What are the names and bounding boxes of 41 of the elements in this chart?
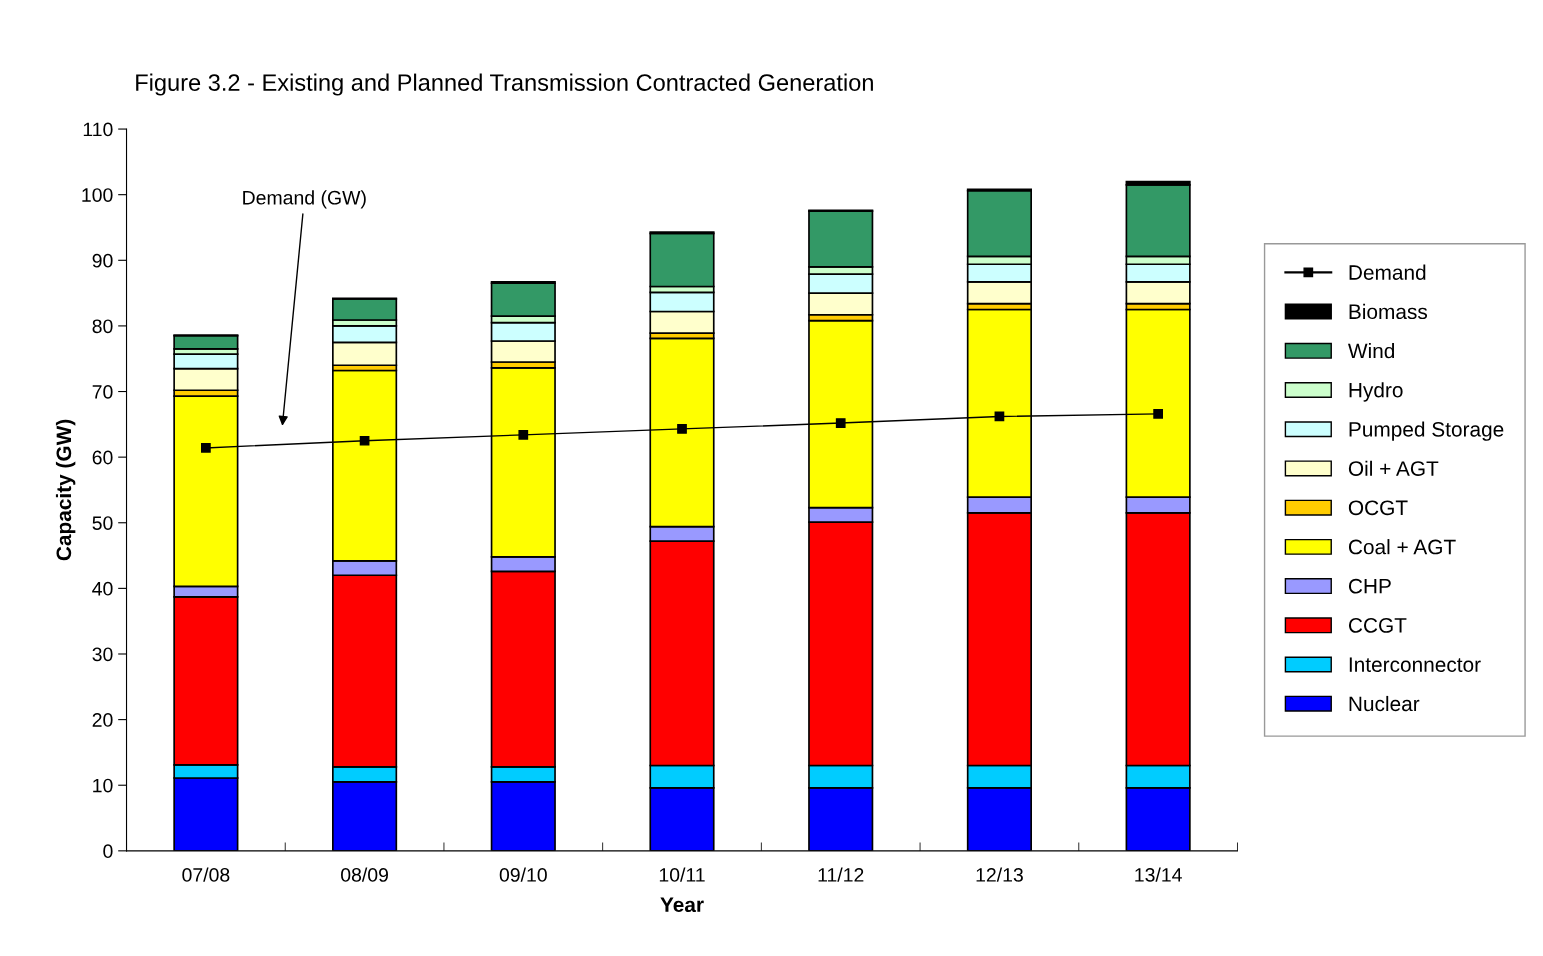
y-tick-label: 50: [92, 516, 113, 530]
legend-label: CHP: [1348, 578, 1391, 594]
legend-label: CCGT: [1348, 618, 1407, 633]
y-tick-label: 80: [92, 319, 113, 334]
y-tick-label: 90: [92, 253, 113, 268]
point: [201, 443, 211, 453]
legend-label: Biomass: [1349, 303, 1428, 320]
x-tick-label: 11/12: [818, 867, 864, 882]
chart-title: Figure 3.2 - Existing and Planned Transmission Contracted Generation: [136, 73, 873, 96]
y-tick-label: 70: [92, 384, 113, 399]
point: [359, 435, 370, 446]
annotation: Demand (GW): [243, 190, 366, 209]
x-tick-label: 12/13: [976, 867, 1023, 882]
point: [518, 429, 529, 440]
y-tick-label: 60: [92, 450, 113, 465]
x-axis-title: Year: [660, 897, 704, 913]
legend-label: Demand: [1349, 264, 1426, 280]
point: [1153, 408, 1163, 419]
x-tick-label: 08/09: [341, 867, 388, 882]
y-tick-label: 30: [92, 647, 113, 662]
legend-label: Hydro: [1349, 382, 1403, 402]
legend-label: Oil + AGT: [1348, 460, 1439, 476]
legend-label: Coal + AGT: [1348, 539, 1456, 555]
y-tick-label: 40: [92, 581, 113, 596]
legend-label: Nuclear: [1349, 695, 1420, 712]
legend-label: Interconnector: [1349, 657, 1481, 672]
x-tick-label: 09/10: [499, 867, 547, 882]
point: [677, 424, 687, 434]
y-tick-label: 0: [103, 844, 113, 859]
y-tick-label: 100: [82, 188, 113, 202]
legend-label: Pumped Storage: [1349, 421, 1504, 441]
legend-label: OCGT: [1348, 500, 1408, 516]
y-axis-title: Capacity (GW): [55, 419, 76, 561]
legend-label: Wind: [1347, 343, 1395, 359]
x-tick-label: 07/08: [182, 867, 230, 882]
x-tick-label: 10/11: [659, 867, 705, 882]
y-tick-label: 20: [92, 713, 113, 727]
y-tick-label: 10: [93, 778, 113, 793]
point: [835, 418, 846, 428]
x-tick-label: 13/14: [1135, 867, 1182, 882]
y-tick-label: 110: [83, 122, 113, 137]
